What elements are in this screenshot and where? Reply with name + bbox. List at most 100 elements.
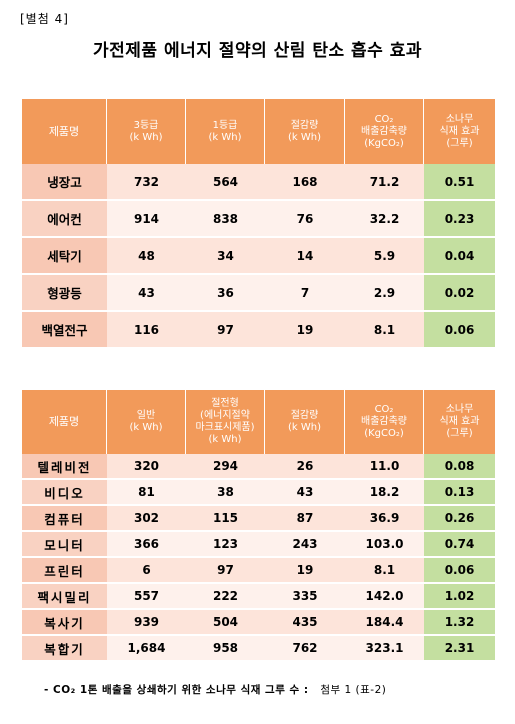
co2-cell: 71.2 — [345, 164, 424, 201]
table1-header-line: (k Wh) — [288, 131, 321, 143]
usage-cell-1: 914 — [107, 201, 186, 238]
footnote-lead: - CO₂ 1톤 배출을 상쇄하기 위한 소나무 식재 그루 수 : — [44, 684, 309, 696]
co2-cell: 142.0 — [345, 584, 424, 610]
table1-header-line: (k Wh) — [208, 131, 242, 143]
table2-header-line: 배출감축량 — [361, 416, 407, 427]
saving-cell: 76 — [265, 201, 345, 238]
tree-cell: 0.02 — [424, 275, 495, 312]
product-name-cell: 복사기 — [22, 610, 107, 636]
product-name-cell: 프린터 — [22, 558, 107, 584]
table2-header-col-2: 절전형 (에너지절약 마크표시제품) (k Wh) — [186, 390, 265, 454]
table1-header-col-4: CO₂ 배출감축량 (KgCO₂) — [345, 99, 424, 164]
usage-cell-2: 36 — [186, 275, 265, 312]
co2-cell: 5.9 — [345, 238, 424, 275]
table1-header-line: 소나무 — [445, 113, 474, 125]
usage-cell-1: 43 — [107, 275, 186, 312]
table-row: 세탁기 48 34 14 5.9 0.04 — [22, 238, 495, 275]
document-title: 가전제품 에너지 절약의 산림 탄소 흡수 효과 — [92, 41, 423, 61]
table2-header-line: (KgCO₂) — [364, 428, 404, 439]
table2-header-line: CO₂ — [374, 404, 394, 415]
co2-cell: 18.2 — [345, 480, 424, 506]
co2-cell: 8.1 — [345, 558, 424, 584]
table2-header-col-0: 제품명 — [22, 390, 107, 454]
tree-cell: 2.31 — [424, 636, 495, 662]
table2-header-line: (k Wh) — [208, 434, 242, 445]
table2-header-col-4: CO₂ 배출감축량 (KgCO₂) — [345, 390, 424, 454]
table-row: 냉장고 732 564 168 71.2 0.51 — [22, 164, 495, 201]
table2-header-col-5: 소나무 식재 효과 (그루) — [424, 390, 495, 454]
table1-header-line: 1등급 — [212, 119, 238, 131]
tree-cell: 0.08 — [424, 454, 495, 480]
table2-header-line: 절감량 — [290, 410, 319, 421]
saving-cell: 19 — [265, 312, 345, 349]
usage-cell-2: 97 — [186, 312, 265, 349]
usage-cell-1: 366 — [107, 532, 186, 558]
usage-cell-1: 320 — [107, 454, 186, 480]
co2-cell: 323.1 — [345, 636, 424, 662]
table1-header-line: 배출감축량 — [361, 125, 407, 137]
saving-cell: 19 — [265, 558, 345, 584]
energy-saving-product-table: 제품명 일반 (k Wh) 절전형 (에너지절약 마크표시제품) (k Wh) 절감량 (k W… — [22, 390, 495, 662]
saving-cell: 435 — [265, 610, 345, 636]
tree-cell: 0.06 — [424, 558, 495, 584]
usage-cell-1: 81 — [107, 480, 186, 506]
saving-cell: 26 — [265, 454, 345, 480]
table-row: 에어컨 914 838 76 32.2 0.23 — [22, 201, 495, 238]
tree-cell: 0.74 — [424, 532, 495, 558]
table-row: 텔레비전 320 294 26 11.0 0.08 — [22, 454, 495, 480]
table1-header-line: 제품명 — [48, 124, 80, 138]
table1-header-line: 절감량 — [290, 119, 319, 131]
tree-cell: 0.26 — [424, 506, 495, 532]
product-name-cell: 모니터 — [22, 532, 107, 558]
product-name-cell: 비디오 — [22, 480, 107, 506]
table2-header-line: 절전형 — [211, 398, 239, 409]
tree-cell: 0.51 — [424, 164, 495, 201]
table2-header-line: (k Wh) — [288, 422, 321, 433]
usage-cell-1: 116 — [107, 312, 186, 349]
co2-cell: 36.9 — [345, 506, 424, 532]
table1-header-line: 식재 효과 — [439, 125, 480, 137]
usage-cell-1: 48 — [107, 238, 186, 275]
table-row: 복합기 1,684 958 762 323.1 2.31 — [22, 636, 495, 662]
usage-cell-1: 302 — [107, 506, 186, 532]
usage-cell-1: 6 — [107, 558, 186, 584]
table1-header-line: 3등급 — [133, 119, 159, 131]
co2-cell: 32.2 — [345, 201, 424, 238]
product-name-cell: 냉장고 — [22, 164, 107, 201]
co2-cell: 184.4 — [345, 610, 424, 636]
tree-cell: 1.02 — [424, 584, 495, 610]
usage-cell-2: 838 — [186, 201, 265, 238]
tree-cell: 0.23 — [424, 201, 495, 238]
table2-header-line: 마크표시제품) — [195, 422, 255, 433]
table2-header-line: 일반 — [136, 410, 156, 421]
table1-header-col-5: 소나무 식재 효과 (그루) — [424, 99, 495, 164]
tree-cell: 0.13 — [424, 480, 495, 506]
table-row: 모니터 366 123 243 103.0 0.74 — [22, 532, 495, 558]
appliance-grade-table: 제품명 3등급 (k Wh) 1등급 (k Wh) 절감량 (k Wh) CO₂ 배출감축량 (K… — [22, 99, 495, 349]
table2-header-col-1: 일반 (k Wh) — [107, 390, 186, 454]
usage-cell-2: 38 — [186, 480, 265, 506]
usage-cell-2: 294 — [186, 454, 265, 480]
usage-cell-2: 123 — [186, 532, 265, 558]
co2-cell: 103.0 — [345, 532, 424, 558]
usage-cell-2: 97 — [186, 558, 265, 584]
usage-cell-1: 557 — [107, 584, 186, 610]
table-row: 복사기 939 504 435 184.4 1.32 — [22, 610, 495, 636]
product-name-cell: 세탁기 — [22, 238, 107, 275]
tree-cell: 0.04 — [424, 238, 495, 275]
table1-header-col-1: 3등급 (k Wh) — [107, 99, 186, 164]
table-row: 팩시밀리 557 222 335 142.0 1.02 — [22, 584, 495, 610]
usage-cell-1: 939 — [107, 610, 186, 636]
product-name-cell: 형광등 — [22, 275, 107, 312]
usage-cell-2: 504 — [186, 610, 265, 636]
saving-cell: 243 — [265, 532, 345, 558]
table1-header-line: (k Wh) — [129, 131, 163, 143]
product-name-cell: 텔레비전 — [22, 454, 107, 480]
table1-header-col-2: 1등급 (k Wh) — [186, 99, 265, 164]
product-name-cell: 팩시밀리 — [22, 584, 107, 610]
table-row: 백열전구 116 97 19 8.1 0.06 — [22, 312, 495, 349]
table1-header-col-3: 절감량 (k Wh) — [265, 99, 345, 164]
saving-cell: 43 — [265, 480, 345, 506]
table2-header-line: (k Wh) — [129, 422, 163, 433]
co2-cell: 11.0 — [345, 454, 424, 480]
